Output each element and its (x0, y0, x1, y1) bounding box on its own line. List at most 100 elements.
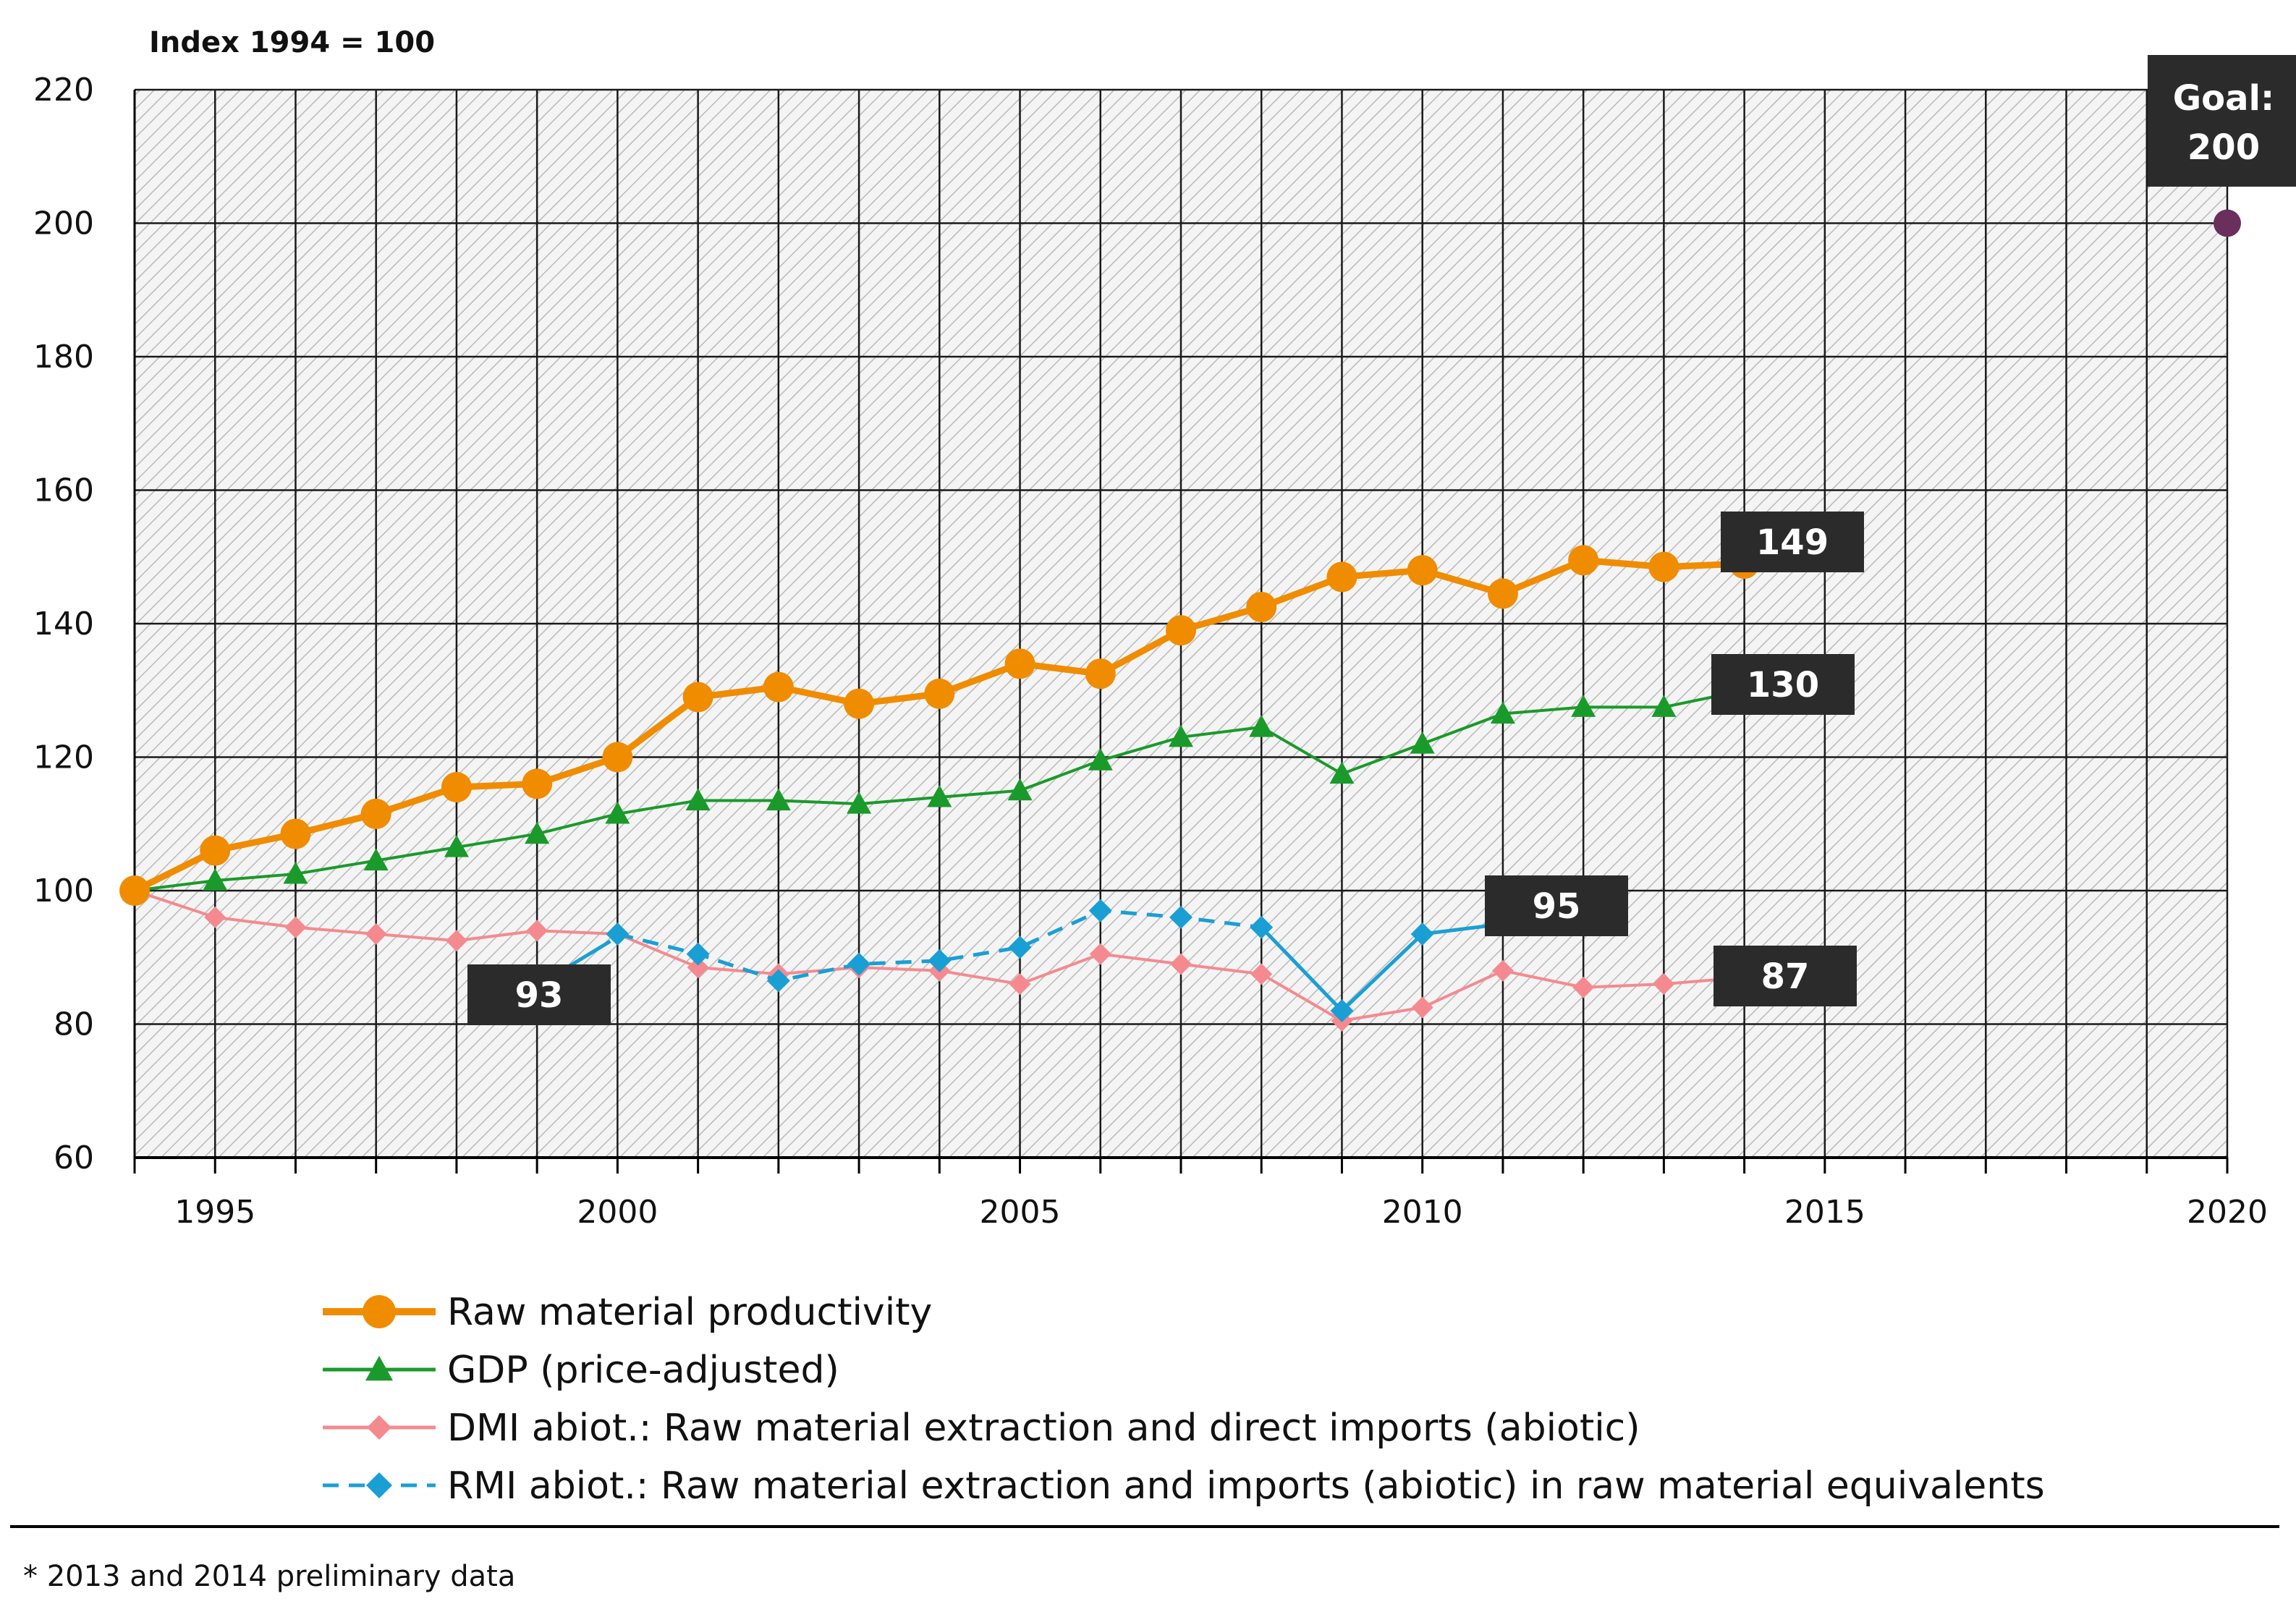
data-point (1653, 973, 1675, 996)
goal-box (2148, 55, 2296, 187)
data-point (1169, 724, 1193, 747)
unit-label: Index 1994 = 100 (149, 26, 435, 59)
callout-label: 87 (1761, 956, 1810, 997)
footnote: * 2013 and 2014 preliminary data (23, 1560, 515, 1593)
series-line (1260, 922, 1504, 1014)
data-point (363, 848, 389, 871)
data-point (1089, 943, 1111, 965)
legend-swatch-marker (366, 1472, 392, 1498)
data-point (1088, 899, 1112, 922)
data-point (360, 798, 391, 829)
legend-label: RMI abiot.: Raw material extraction and … (447, 1464, 2045, 1508)
data-point (1651, 695, 1677, 717)
y-tick-label: 180 (33, 339, 94, 375)
data-point (280, 818, 311, 849)
y-tick-label: 60 (54, 1140, 94, 1176)
callout-label: 149 (1756, 522, 1829, 563)
y-tick-label: 140 (33, 606, 94, 642)
data-point (1008, 935, 1032, 959)
data-point (1571, 695, 1596, 717)
legend: Raw material productivity GDP (price-adju… (323, 1291, 2045, 1508)
callout-box (1713, 946, 1857, 1006)
data-point (1166, 615, 1196, 646)
data-point (1170, 953, 1192, 975)
data-point (1407, 555, 1438, 586)
data-point (924, 678, 955, 709)
data-point (687, 956, 709, 979)
legend-item-rmi: RMI abiot.: Raw material extraction and … (323, 1464, 2045, 1508)
data-point (444, 835, 469, 857)
y-tick-label: 100 (33, 873, 94, 909)
legend-label: DMI abiot.: Raw material extraction and … (447, 1406, 1640, 1450)
goal-label: Goal: (2173, 78, 2274, 119)
goal-point (2214, 209, 2241, 237)
data-point (766, 788, 791, 811)
x-tick-label: 2005 (980, 1194, 1061, 1231)
callout-leader (566, 939, 611, 969)
legend-swatch-marker (363, 1295, 396, 1328)
data-point (445, 930, 467, 952)
data-point (283, 861, 308, 884)
data-point (1490, 701, 1515, 724)
callout-layer: 149 130 95 87 93 (467, 512, 1864, 1025)
data-point (119, 875, 150, 906)
data-point (1250, 915, 1274, 939)
data-point (1009, 973, 1031, 996)
data-point (1250, 963, 1273, 985)
x-tick-label: 2000 (577, 1194, 658, 1231)
data-point (441, 772, 472, 803)
y-tick-label: 220 (33, 72, 94, 109)
data-point (606, 922, 630, 946)
data-point (1330, 999, 1354, 1023)
axes: 60 80 100 120 140 160 180 200 220 1995 2000 2005 201… (33, 72, 2268, 1231)
legend-item-gdp: GDP (price-adjusted) (323, 1349, 839, 1392)
callout-label: 95 (1533, 886, 1581, 927)
legend-label: Raw material productivity (447, 1291, 932, 1334)
legend-swatch-marker (367, 1415, 391, 1440)
data-point (763, 671, 794, 703)
y-tick-label: 200 (33, 205, 94, 242)
data-point (1007, 778, 1033, 801)
data-point (200, 835, 231, 866)
data-point (1249, 714, 1274, 737)
x-tick-label: 1995 (174, 1194, 255, 1231)
goal-layer: Goal: 200 (2148, 55, 2296, 237)
data-point (203, 868, 228, 891)
data-point (927, 784, 952, 807)
data-point (365, 922, 387, 945)
data-point (525, 821, 550, 844)
data-point (1088, 748, 1113, 771)
data-point (847, 952, 871, 976)
callout-label: 93 (515, 975, 564, 1016)
legend-item-rmp: Raw material productivity (323, 1291, 932, 1334)
x-tick-label: 2010 (1382, 1194, 1463, 1231)
data-point (284, 916, 307, 938)
x-tick-label: 2015 (1784, 1194, 1865, 1231)
callout-label: 130 (1747, 665, 1819, 705)
data-point (1410, 731, 1435, 754)
data-point (686, 942, 710, 966)
data-point (1326, 561, 1357, 593)
series-gdp (122, 678, 1757, 901)
data-point (847, 792, 872, 814)
y-tick-label: 80 (54, 1006, 94, 1043)
goal-value: 200 (2187, 127, 2260, 168)
data-point (605, 801, 630, 824)
data-point (522, 768, 553, 799)
data-point (1246, 591, 1277, 622)
data-point (844, 688, 875, 719)
callout-box (1721, 512, 1864, 572)
data-point (1169, 905, 1193, 929)
data-point (526, 920, 548, 942)
callout-box (467, 964, 611, 1025)
series-line-dashed (617, 909, 1262, 983)
data-point (1411, 996, 1433, 1019)
legend-swatch-marker (365, 1356, 393, 1381)
data-point (1648, 551, 1679, 582)
callout-box (1711, 654, 1855, 715)
data-point (1491, 959, 1514, 982)
data-point (1004, 648, 1035, 679)
callout-box (1485, 875, 1628, 936)
data-point (1329, 761, 1355, 784)
